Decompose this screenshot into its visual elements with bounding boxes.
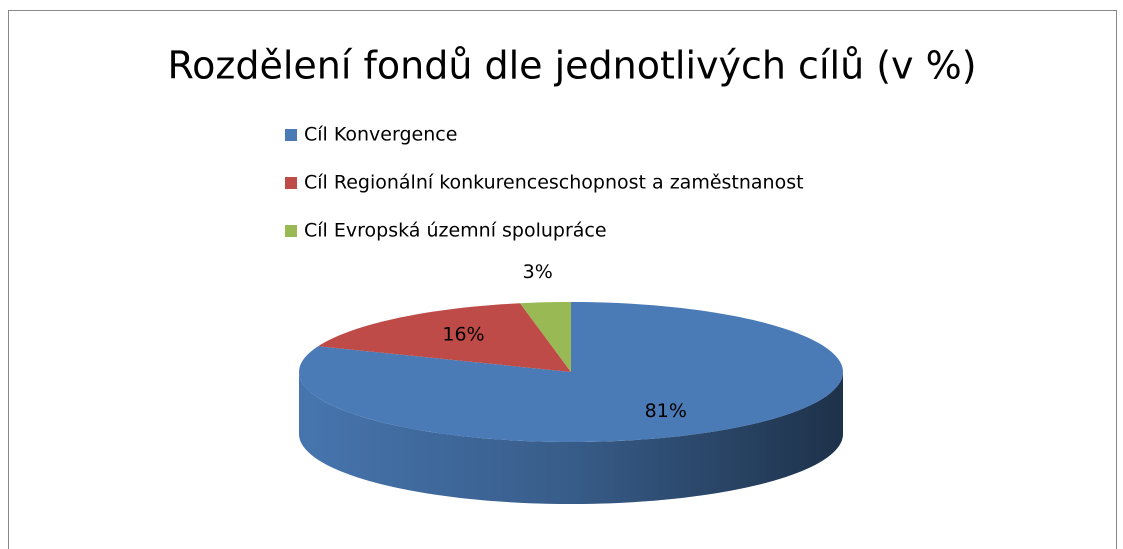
pie-slice: [318, 303, 571, 372]
data-label: 3%: [523, 261, 553, 283]
pie-slice: [520, 302, 571, 372]
data-label: 81%: [645, 400, 687, 422]
legend-swatch: [285, 225, 297, 237]
legend-swatch: [285, 129, 297, 141]
pie-side-shade: [299, 372, 843, 504]
legend-label: Cíl Konvergence: [304, 124, 457, 146]
legend-label: Cíl Evropská územní spolupráce: [304, 220, 607, 242]
pie-slice: [299, 302, 843, 442]
data-label: 16%: [442, 324, 484, 346]
legend-swatch: [285, 177, 297, 189]
chart-title: Rozdělení fondů dle jednotlivých cílů (v…: [167, 44, 976, 88]
legend-label: Cíl Regionální konkurenceschopnost a zam…: [304, 172, 804, 194]
